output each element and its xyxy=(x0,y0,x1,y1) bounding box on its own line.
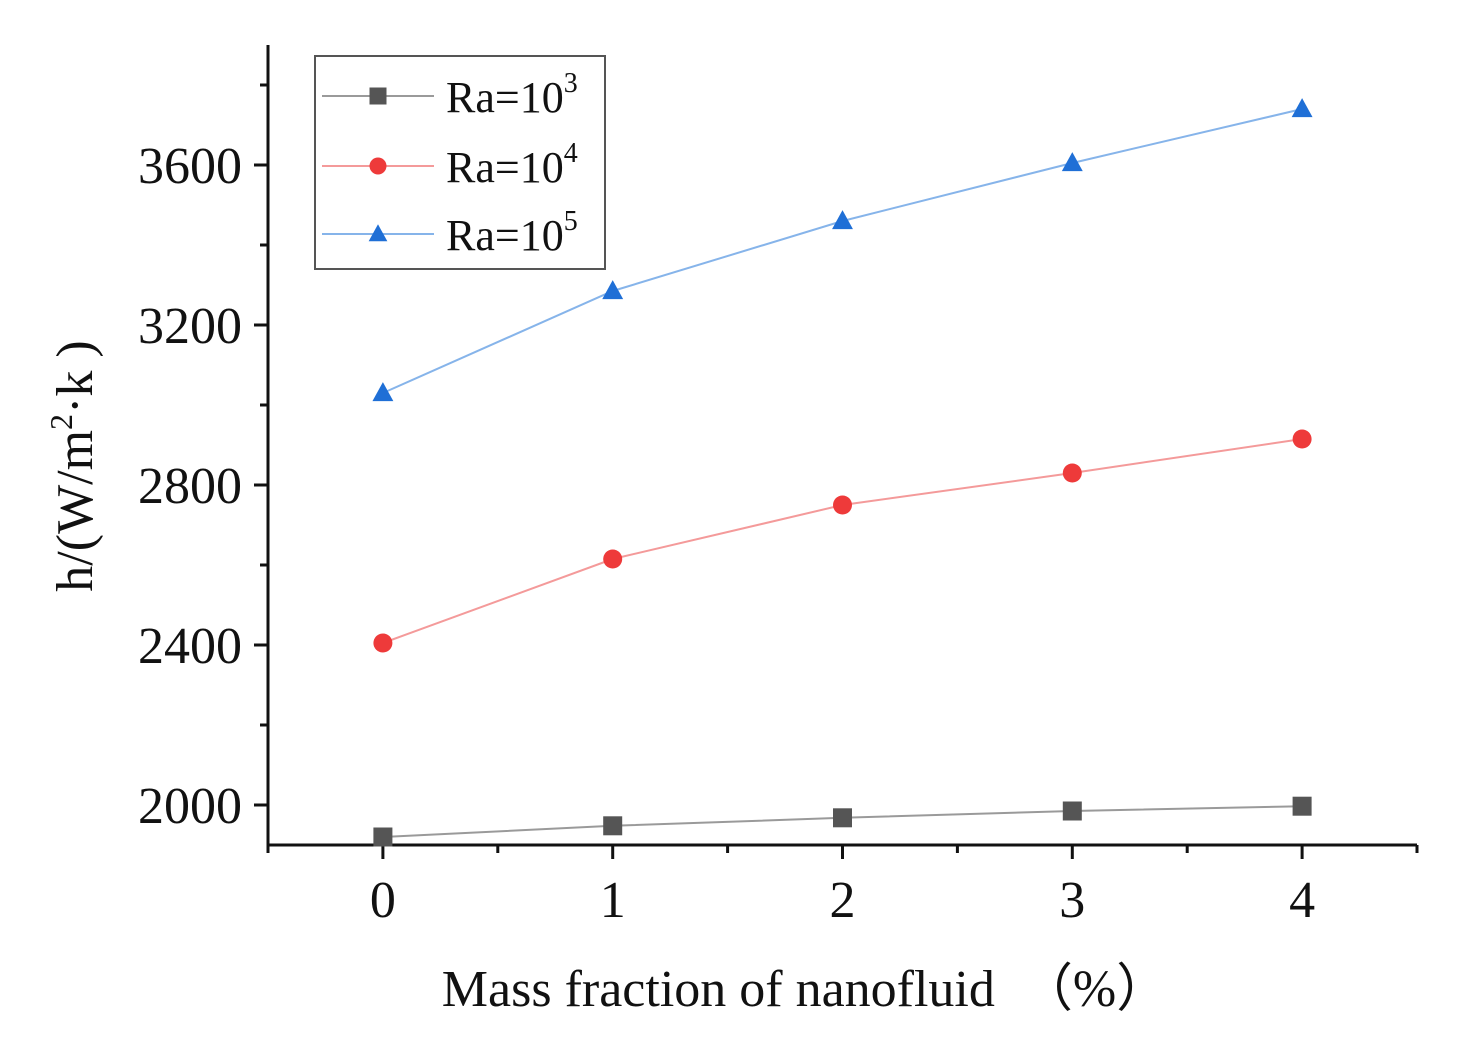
data-point xyxy=(1292,429,1312,449)
y-axis-title-suffix: ·k ) xyxy=(47,340,104,414)
data-point xyxy=(1292,796,1312,816)
x-tick-label: 2 xyxy=(830,872,856,929)
legend-label-exponent: 4 xyxy=(564,138,578,169)
legend-label-base: Ra=10 xyxy=(446,211,564,260)
y-axis-title-superscript: 2 xyxy=(43,414,79,430)
legend-label-base: Ra=10 xyxy=(446,143,564,192)
y-tick-label: 3600 xyxy=(138,138,242,195)
x-tick-label: 3 xyxy=(1059,872,1085,929)
legend-label: Ra=105 xyxy=(446,206,578,260)
legend-label-exponent: 3 xyxy=(564,68,578,99)
data-point xyxy=(603,549,623,569)
data-point xyxy=(833,495,852,515)
data-point xyxy=(1061,152,1083,172)
data-point xyxy=(602,280,624,300)
legend-entry-1: Ra=103 xyxy=(322,68,578,122)
data-point xyxy=(373,633,393,653)
y-tick-label: 3200 xyxy=(138,298,242,355)
y-tick-label: 2400 xyxy=(138,618,242,675)
series-3 xyxy=(372,98,1313,402)
data-point xyxy=(372,382,394,402)
y-axis-title-prefix: h/(W/m xyxy=(47,430,104,592)
y-axis-title: h/(W/m2·k ) xyxy=(43,340,104,591)
x-axis-title: Mass fraction of nanofluid （%） xyxy=(442,961,1168,1018)
legend-marker xyxy=(369,157,387,175)
x-tick-label: 1 xyxy=(600,872,626,929)
data-point xyxy=(1062,463,1082,483)
data-point xyxy=(603,816,623,836)
y-tick-label: 2800 xyxy=(138,458,242,515)
series-2 xyxy=(373,429,1312,653)
series-1 xyxy=(373,796,1312,847)
data-point xyxy=(1291,98,1313,118)
data-point xyxy=(832,210,853,230)
data-point xyxy=(373,827,393,847)
legend-marker xyxy=(368,224,388,242)
data-point xyxy=(833,808,852,828)
y-tick-label: 2000 xyxy=(138,778,242,835)
series-layer xyxy=(372,98,1313,847)
x-tick-label: 0 xyxy=(370,872,396,929)
legend-label: Ra=103 xyxy=(446,68,578,122)
series-line xyxy=(382,438,1303,644)
legend-label: Ra=104 xyxy=(446,138,578,192)
x-tick-label: 4 xyxy=(1289,872,1315,929)
legend-label-base: Ra=10 xyxy=(446,73,564,122)
legend-entry-3: Ra=105 xyxy=(322,206,578,260)
legend-entry-2: Ra=104 xyxy=(322,138,578,192)
data-point xyxy=(1062,801,1082,821)
legend-marker xyxy=(369,87,387,105)
axes: 2000 2400 2800 3200 3600 0 1 2 3 4 xyxy=(138,45,1419,929)
legend-label-exponent: 5 xyxy=(564,206,578,237)
